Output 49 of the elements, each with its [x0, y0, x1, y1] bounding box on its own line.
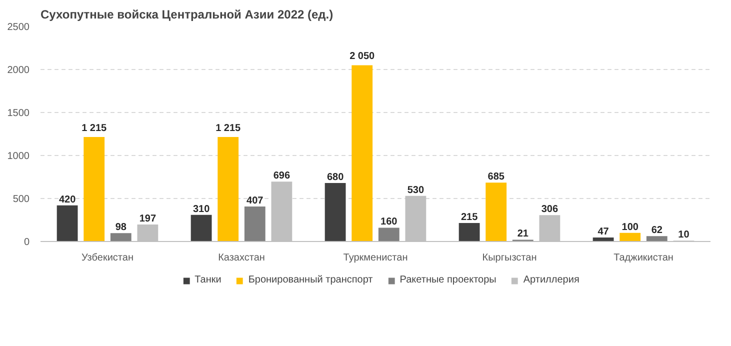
- bar: [84, 137, 105, 242]
- data-label: 47: [598, 226, 610, 238]
- x-tick-label: Кыргызстан: [482, 252, 537, 264]
- legend-label: Ракетные проекторы: [400, 274, 496, 286]
- data-label: 62: [651, 225, 663, 236]
- y-tick-label: 0: [24, 237, 30, 248]
- bar: [458, 223, 480, 242]
- data-label: 2 050: [350, 51, 376, 62]
- legend-label: Бронированный транспорт: [248, 274, 373, 286]
- x-tick-label: Узбекистан: [82, 252, 134, 264]
- bar: [56, 205, 78, 242]
- y-tick-label: 2500: [7, 22, 30, 33]
- legend-label: Танки: [194, 274, 222, 286]
- chart-title: Сухопутные войска Центральной Азии 2022 (ед.): [40, 8, 334, 22]
- bar: [218, 137, 239, 242]
- y-tick-label: 500: [12, 194, 30, 205]
- bar: [352, 65, 373, 242]
- data-label: 100: [622, 222, 639, 233]
- data-label: 696: [273, 170, 290, 182]
- bar: [244, 206, 266, 242]
- y-tick-label: 1500: [7, 108, 30, 119]
- bar: [378, 228, 400, 242]
- data-label: 21: [517, 228, 529, 240]
- data-label: 197: [139, 214, 156, 225]
- x-tick-label: Туркменистан: [343, 252, 408, 264]
- data-label: 215: [460, 212, 478, 224]
- x-tick-label: Таджикистан: [614, 252, 674, 264]
- bar: [110, 233, 132, 242]
- data-label: 420: [58, 194, 76, 206]
- data-label: 1 215: [82, 123, 108, 134]
- legend-label: Артиллерия: [523, 274, 580, 286]
- data-label: 685: [488, 172, 505, 183]
- data-label: 407: [246, 196, 264, 206]
- bar: [324, 183, 346, 242]
- bar: [486, 182, 507, 242]
- data-label: 306: [541, 204, 558, 216]
- bar: [190, 214, 212, 242]
- x-tick-label: Казахстан: [218, 252, 265, 264]
- bar: [620, 232, 641, 242]
- data-label: 530: [407, 184, 424, 196]
- data-label: 10: [678, 230, 690, 241]
- bar: [646, 236, 668, 242]
- y-tick-label: 1000: [7, 151, 30, 162]
- y-tick-label: 2000: [7, 65, 30, 76]
- data-label: 310: [192, 204, 210, 215]
- data-label: 680: [326, 172, 344, 184]
- data-label: 98: [115, 222, 127, 234]
- data-label: 1 215: [216, 123, 242, 134]
- data-label: 160: [380, 216, 398, 228]
